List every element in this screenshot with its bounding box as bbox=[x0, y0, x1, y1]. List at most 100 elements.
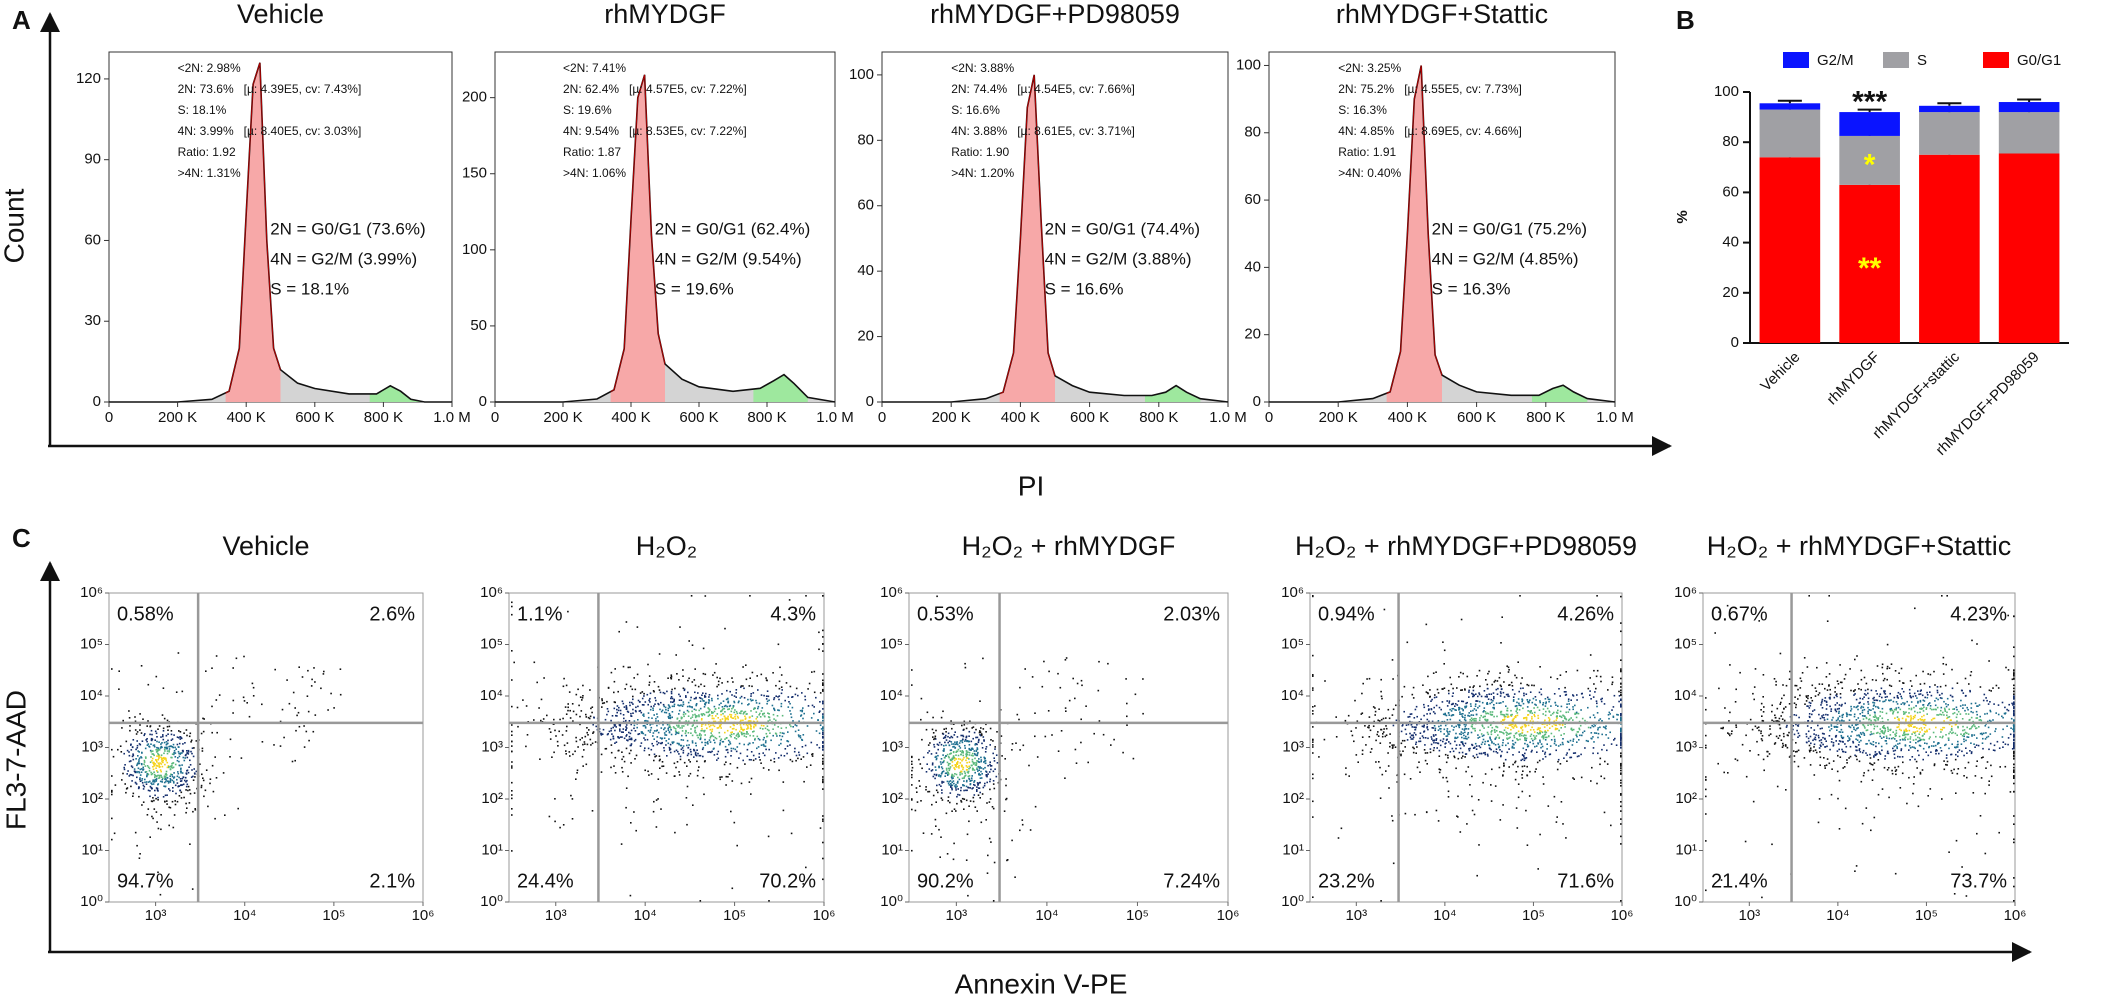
event-dot bbox=[936, 784, 938, 787]
event-dot bbox=[1404, 812, 1407, 815]
event-dot bbox=[150, 737, 153, 740]
event-dot bbox=[668, 712, 671, 715]
event-dot bbox=[181, 772, 184, 774]
event-dot bbox=[931, 769, 934, 771]
event-dot bbox=[735, 735, 738, 737]
event-dot bbox=[984, 782, 986, 785]
event-dot bbox=[633, 720, 636, 722]
note-line: 4N = G2/M (3.99%) bbox=[270, 249, 417, 268]
event-dot bbox=[1920, 689, 1922, 691]
event-dot bbox=[1432, 727, 1435, 729]
event-dot bbox=[1461, 700, 1463, 703]
event-dot bbox=[1384, 735, 1387, 738]
event-dot bbox=[310, 685, 313, 687]
event-dot bbox=[731, 677, 733, 679]
event-dot bbox=[1085, 705, 1087, 707]
event-dot bbox=[1498, 766, 1501, 769]
event-dot bbox=[1961, 866, 1963, 868]
event-dot bbox=[613, 691, 615, 694]
event-dot bbox=[613, 680, 616, 683]
event-dot bbox=[1943, 707, 1946, 710]
event-dot bbox=[1028, 764, 1030, 767]
event-dot bbox=[1592, 725, 1595, 728]
event-dot bbox=[1432, 749, 1435, 752]
event-dot bbox=[202, 730, 205, 733]
event-dot bbox=[700, 719, 703, 721]
event-dot bbox=[767, 712, 769, 714]
event-dot bbox=[164, 778, 167, 780]
event-dot bbox=[934, 777, 936, 780]
event-dot bbox=[964, 774, 967, 777]
event-dot bbox=[1502, 691, 1505, 694]
event-dot bbox=[933, 773, 936, 776]
event-dot bbox=[1903, 732, 1905, 734]
event-dot bbox=[993, 760, 996, 762]
event-dot bbox=[1527, 700, 1529, 703]
event-dot bbox=[971, 727, 973, 729]
event-dot bbox=[763, 694, 765, 697]
event-dot bbox=[630, 738, 633, 741]
event-dot bbox=[978, 766, 981, 769]
event-dot bbox=[755, 711, 758, 713]
event-dot bbox=[1464, 731, 1466, 734]
event-dot bbox=[960, 753, 962, 756]
event-dot bbox=[1458, 723, 1461, 726]
event-dot bbox=[543, 677, 545, 679]
chart-title: H₂O₂ bbox=[636, 531, 697, 561]
event-dot bbox=[1546, 724, 1548, 727]
event-dot bbox=[1574, 704, 1576, 707]
event-dot bbox=[176, 800, 179, 803]
event-dot bbox=[971, 775, 973, 777]
event-dot bbox=[940, 773, 943, 775]
event-dot bbox=[1499, 731, 1501, 733]
event-dot bbox=[1514, 761, 1516, 764]
event-dot bbox=[680, 744, 683, 747]
event-dot bbox=[511, 679, 513, 681]
event-dot bbox=[1493, 697, 1495, 700]
event-dot bbox=[1910, 725, 1912, 727]
event-dot bbox=[202, 717, 204, 720]
event-dot bbox=[918, 780, 920, 782]
event-dot bbox=[647, 703, 649, 706]
event-dot bbox=[967, 894, 969, 897]
event-dot bbox=[1427, 728, 1429, 731]
event-dot bbox=[932, 732, 935, 734]
event-dot bbox=[1463, 729, 1466, 731]
event-dot bbox=[963, 780, 965, 782]
event-dot bbox=[1423, 706, 1426, 709]
event-dot bbox=[1593, 683, 1595, 685]
event-dot bbox=[942, 710, 944, 713]
event-dot bbox=[616, 715, 618, 717]
event-dot bbox=[1909, 695, 1912, 697]
event-dot bbox=[922, 756, 925, 759]
event-dot bbox=[146, 740, 148, 743]
event-dot bbox=[960, 789, 962, 792]
event-dot bbox=[1538, 728, 1540, 730]
event-dot bbox=[1926, 729, 1928, 732]
event-dot bbox=[1464, 705, 1466, 708]
event-dot bbox=[775, 719, 777, 722]
event-dot bbox=[744, 715, 746, 718]
event-dot bbox=[953, 759, 956, 762]
event-dot bbox=[786, 745, 789, 747]
event-dot bbox=[279, 720, 282, 723]
event-dot bbox=[1897, 726, 1900, 728]
event-dot bbox=[707, 701, 710, 704]
event-dot bbox=[578, 704, 580, 707]
event-dot bbox=[619, 709, 622, 712]
event-dot bbox=[927, 752, 929, 754]
event-dot bbox=[722, 712, 724, 715]
event-dot bbox=[655, 720, 657, 722]
event-dot bbox=[158, 741, 160, 743]
event-dot bbox=[794, 724, 797, 726]
event-dot bbox=[1548, 735, 1550, 737]
event-dot bbox=[695, 697, 697, 700]
event-dot bbox=[158, 725, 161, 727]
event-dot bbox=[938, 774, 940, 776]
event-dot bbox=[971, 769, 974, 771]
event-dot bbox=[533, 661, 536, 664]
event-dot bbox=[1785, 745, 1787, 747]
event-dot bbox=[946, 774, 949, 776]
event-dot bbox=[932, 716, 934, 719]
event-dot bbox=[985, 748, 987, 750]
